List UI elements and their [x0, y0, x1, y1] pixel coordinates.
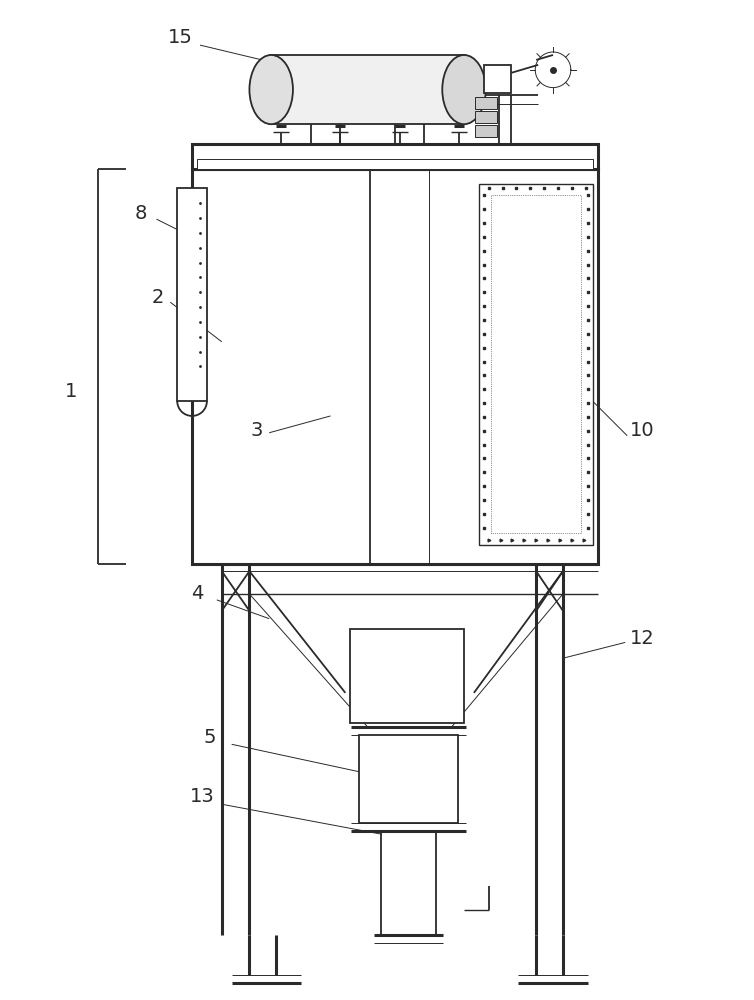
Bar: [359, 735, 458, 823]
Text: 5: 5: [204, 728, 216, 747]
Ellipse shape: [250, 55, 293, 124]
Bar: [479, 184, 593, 545]
Bar: [271, 55, 464, 124]
Text: 2: 2: [152, 288, 164, 307]
Bar: [475, 125, 497, 137]
Text: 15: 15: [167, 28, 192, 47]
Bar: [197, 159, 593, 169]
Text: 10: 10: [630, 421, 654, 440]
Text: 12: 12: [630, 629, 654, 648]
Text: 1: 1: [66, 382, 78, 401]
Bar: [177, 188, 207, 401]
Bar: [484, 65, 511, 93]
Bar: [491, 195, 581, 533]
Bar: [475, 111, 497, 123]
Text: 13: 13: [189, 787, 214, 806]
Ellipse shape: [443, 55, 486, 124]
Bar: [192, 144, 597, 169]
Text: 4: 4: [191, 584, 203, 603]
Bar: [351, 629, 464, 723]
Bar: [475, 97, 497, 109]
Bar: [192, 169, 597, 564]
Text: 8: 8: [134, 204, 147, 223]
Text: 3: 3: [250, 421, 262, 440]
